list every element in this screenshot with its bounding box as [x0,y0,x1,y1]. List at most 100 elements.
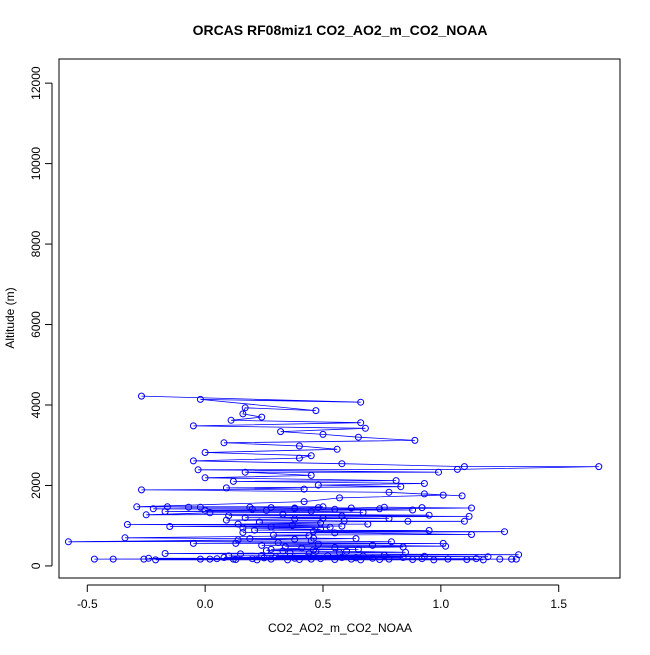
data-point [343,547,351,555]
data-point [463,556,471,563]
data-point [145,554,153,562]
data-point [206,509,214,517]
data-point [189,422,197,430]
data-point [425,511,433,519]
data-point [347,504,355,512]
data-point [262,547,270,555]
data-point [354,545,362,553]
data-point [258,552,266,559]
data-point [123,521,131,528]
data-point [109,555,117,563]
data-point [307,537,315,545]
data-point [331,505,339,513]
data-point [251,526,259,534]
data-point [458,492,466,500]
data-point [142,511,150,519]
data-point [380,503,388,511]
data-point [453,465,461,473]
data-point [420,480,428,487]
data-point [404,517,412,525]
data-point [64,538,72,546]
data-point [270,531,277,539]
y-tick-label: 0 [29,562,43,569]
data-point [338,522,346,530]
data-point [312,407,320,415]
data-point [149,505,157,513]
data-point [508,555,516,563]
data-point [307,452,315,460]
data-point [376,556,384,563]
y-axis-label: Altitude (m) [3,287,17,348]
data-point [152,556,160,564]
data-point [262,506,270,514]
data-point [237,550,244,558]
data-point [189,539,197,547]
data-point [288,521,296,529]
data-point [286,549,294,557]
data-point [468,531,475,538]
data-point [307,555,315,563]
data-point [239,529,247,536]
data-point [291,535,299,543]
data-point [357,398,365,406]
data-point [347,555,355,563]
data-point [260,554,268,562]
data-point [317,555,325,563]
data-point [326,523,334,531]
data-point [222,516,230,524]
data-point [277,428,285,436]
data-point [387,538,395,546]
data-point [239,410,247,418]
data-point [300,485,308,493]
data-point [246,535,254,543]
data-point [314,540,322,548]
data-point [385,555,393,563]
data-point [317,525,325,533]
data-point [331,556,339,563]
data-point [314,481,322,489]
data-point [229,477,237,485]
data-point [380,551,388,559]
data-point [295,556,303,563]
data-point [258,413,266,421]
data-point [409,506,417,514]
data-point [324,552,332,559]
data-point [364,520,372,528]
data-point [248,555,256,563]
data-point [430,556,438,564]
data-point [295,442,303,450]
data-point [385,515,393,522]
data-point [319,503,327,511]
data-point [194,466,202,474]
data-point [189,457,197,465]
data-point [496,555,504,563]
data-point [512,555,520,563]
data-point [206,555,214,563]
data-point [484,553,492,561]
data-point [460,517,468,525]
x-tick-label: 0.5 [315,597,332,611]
data-point [307,507,315,515]
data-point [444,555,452,563]
data-point [267,523,275,531]
data-point [213,555,221,563]
data-point [201,474,209,482]
data-point [274,539,282,547]
data-point [361,424,369,432]
y-tick-label: 2000 [29,472,43,499]
data-point [376,505,384,513]
chart-title: ORCAS RF08miz1 CO2_AO2_m_CO2_NOAA [193,22,488,38]
x-tick-label: -0.5 [77,597,98,611]
data-series [64,392,603,564]
data-point [319,430,327,438]
data-point [352,554,360,562]
y-tick-label: 10000 [29,147,43,181]
data-point [201,449,209,456]
data-point [284,556,292,564]
data-point [166,523,174,530]
data-point [468,504,475,512]
x-tick-label: 1.5 [550,597,567,611]
data-point [399,554,407,561]
data-point [239,524,247,532]
data-point [472,555,480,563]
